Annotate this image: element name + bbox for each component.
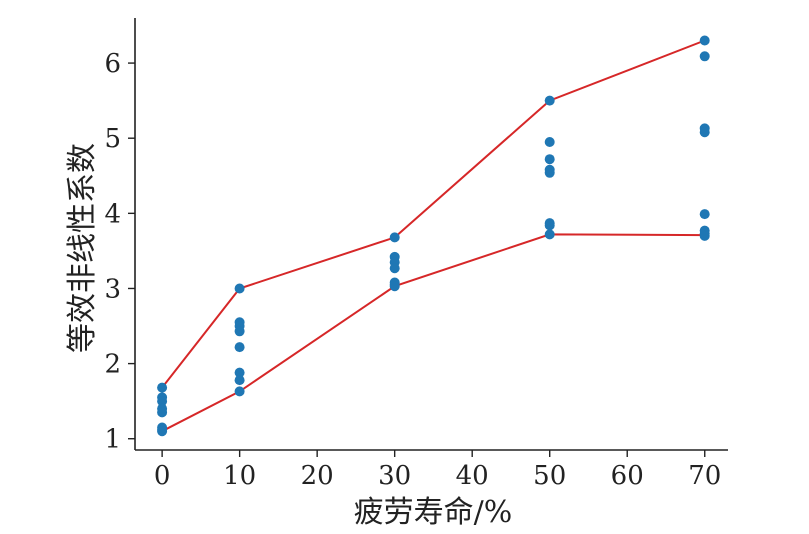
x-tick-label: 70 [688,461,721,491]
data-point [699,209,710,220]
y-tick-label: 2 [104,350,121,380]
upper-envelope-line [161,39,706,389]
data-point [544,229,555,240]
y-tick-label: 6 [104,49,121,79]
x-tick-label: 20 [301,461,334,491]
x-axis-ticks: 0 10 20 30 40 50 60 70 [154,450,721,491]
y-axis-ticks: 1 2 3 4 5 6 [104,49,135,455]
y-tick-label: 4 [104,199,121,229]
axes [134,18,728,451]
data-point [544,137,555,147]
data-point [157,382,168,393]
data-point [544,220,555,231]
y-axis-label: 等效非线性系数 [65,143,100,353]
x-tick-label: 10 [223,461,256,491]
data-point [234,375,245,386]
x-tick-label: 60 [611,461,644,491]
data-point [234,367,245,378]
data-point [699,35,710,46]
data-point [234,326,245,337]
data-point [699,230,710,241]
data-point [389,263,400,274]
data-point [234,283,245,294]
data-point [234,342,245,353]
data-point [157,426,168,437]
data-points [157,35,710,437]
data-point [157,396,168,407]
data-point [544,167,555,178]
y-tick-label: 1 [104,425,121,455]
y-tick-label: 5 [104,124,121,154]
data-point [234,386,245,397]
data-point [699,51,710,62]
data-point [544,154,555,165]
x-tick-label: 50 [533,461,566,491]
x-tick-label: 0 [154,461,171,491]
data-point [157,407,168,418]
data-point [389,232,400,243]
data-point [699,127,710,138]
data-point [389,281,400,292]
x-tick-label: 30 [378,461,411,491]
y-tick-label: 3 [104,274,121,304]
x-tick-label: 40 [456,461,489,491]
data-point [544,95,555,106]
x-axis-label: 疲劳寿命/% [354,495,513,530]
